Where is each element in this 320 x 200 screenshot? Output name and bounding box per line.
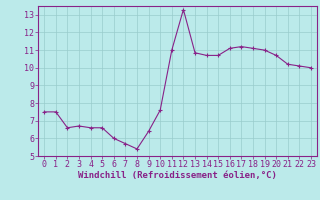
X-axis label: Windchill (Refroidissement éolien,°C): Windchill (Refroidissement éolien,°C) <box>78 171 277 180</box>
